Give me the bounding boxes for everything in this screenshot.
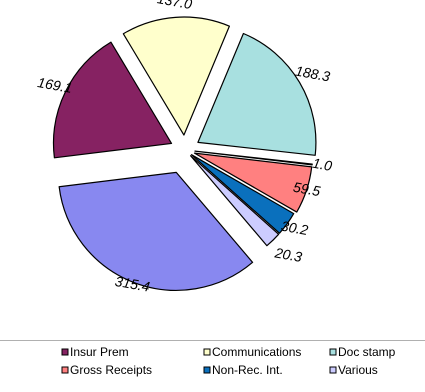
legend-label-gross-receipts: Gross Receipts	[70, 363, 152, 377]
pie-slices	[52, 16, 317, 291]
data-label-gross-receipts: 59.5	[292, 179, 322, 200]
pie-slice-non-rec-int	[190, 154, 295, 234]
data-labels: 169.1 137.0 188.3 1.0 59.5 30.2 20.3 315.4	[36, 0, 333, 295]
data-label-doc-stamp: 188.3	[294, 63, 331, 85]
data-label-communications: 137.0	[156, 0, 193, 12]
legend-swatch-communications	[203, 348, 211, 356]
pie-slice-doc-stamp	[197, 32, 317, 156]
pie-slice-various	[189, 155, 280, 247]
legend-label-doc-stamp: Doc stamp	[338, 345, 396, 359]
legend-swatch-gross-receipts	[61, 366, 69, 374]
pie-slice-communications	[122, 16, 231, 136]
data-label-slice-4: 1.0	[311, 155, 333, 174]
data-label-non-rec-int: 30.2	[280, 218, 310, 239]
legend: Insur Prem Communications Doc stamp Gross R…	[61, 345, 396, 377]
legend-swatch-doc-stamp	[329, 348, 337, 356]
data-label-slice-8: 315.4	[114, 273, 151, 295]
legend-swatch-various	[329, 366, 337, 374]
data-label-various: 20.3	[273, 244, 304, 265]
pie-slice-insur-prem	[52, 41, 173, 159]
legend-swatch-non-rec-int	[203, 366, 211, 374]
pie-slice-slice-8	[58, 171, 254, 291]
pie-slice-gross-receipts	[193, 152, 313, 213]
pie-slice-slice-4	[194, 150, 313, 166]
legend-label-communications: Communications	[212, 345, 301, 359]
legend-swatch-insur-prem	[61, 348, 69, 356]
legend-label-non-rec-int: Non-Rec. Int.	[212, 363, 283, 377]
legend-label-insur-prem: Insur Prem	[70, 345, 129, 359]
data-label-insur-prem: 169.1	[36, 74, 73, 96]
legend-label-various: Various	[338, 363, 378, 377]
